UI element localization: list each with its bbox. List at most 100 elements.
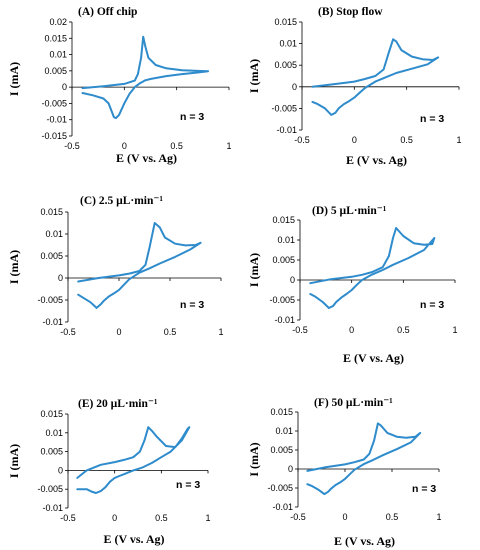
x-tick-label: -0.5 — [64, 141, 80, 151]
y-tick-label: -0.005 — [269, 295, 295, 305]
y-tick-label: 0.01 — [279, 39, 297, 49]
y-tick-label: 0.01 — [45, 229, 63, 239]
y-tick-label: 0 — [58, 465, 63, 475]
panel-title: (C) 2.5 µL·min⁻¹ — [80, 195, 163, 207]
y-tick-label: -0.01 — [274, 315, 295, 325]
x-tick-label: 0 — [342, 512, 347, 522]
x-axis-title: E (V vs. Ag) — [103, 532, 164, 546]
x-tick-label: 0.5 — [155, 513, 168, 523]
x-tick-label: 0.5 — [164, 327, 177, 337]
x-tick-label: 1 — [205, 513, 210, 523]
n-annotation: n = 3 — [420, 113, 444, 125]
n-annotation: n = 3 — [180, 111, 204, 123]
y-axis-title: I (mA) — [7, 250, 21, 284]
y-tick-label: -0.01 — [276, 125, 297, 135]
x-tick-label: 1 — [452, 325, 457, 335]
x-tick-label: 1 — [218, 327, 223, 337]
y-tick-label: -0.005 — [271, 103, 297, 113]
y-tick-label: 0.02 — [49, 17, 67, 27]
panel-e: -0.01 -0.005 0 0.005 0.01 0.015 -0.5 0 0.5 1 (E) 2… — [0, 375, 240, 550]
y-tick-label: 0.01 — [275, 426, 293, 436]
n-annotation: n = 3 — [412, 483, 436, 495]
x-tick-label: 0.5 — [170, 141, 183, 151]
x-tick-label: 0 — [122, 141, 127, 151]
panel-title: (F) 50 µL·min⁻¹ — [314, 397, 393, 409]
chart-svg: -0.01 -0.005 0 0.005 0.01 0.015 -0.5 0 0.5 1 (B) S… — [247, 6, 462, 167]
panel-c: -0.01 -0.005 0 0.005 0.01 0.015 -0.5 0 0.5 1 (C) 2… — [0, 190, 240, 370]
x-tick-label: 0 — [112, 513, 117, 523]
x-axis-title: E (V vs. Ag) — [334, 534, 395, 548]
y-tick-label: 0.01 — [277, 235, 295, 245]
x-tick-label: 1 — [456, 135, 461, 145]
y-tick-label: 0.005 — [40, 251, 63, 261]
y-tick-label: 0.005 — [270, 445, 293, 455]
y-tick-label: 0.015 — [44, 33, 67, 43]
y-axis-title: I (mA) — [247, 59, 261, 93]
y-tick-label: 0.015 — [40, 207, 63, 217]
y-axis-title: I (mA) — [247, 253, 261, 287]
y-tick-label: 0 — [290, 275, 295, 285]
y-tick-label: -0.01 — [272, 502, 293, 512]
y-tick-label: 0 — [288, 464, 293, 474]
panel-b: -0.01 -0.005 0 0.005 0.01 0.015 -0.5 0 0.5 1 (B) S… — [240, 0, 480, 170]
y-tick-label: 0 — [292, 82, 297, 92]
y-tick-label: -0.01 — [42, 503, 63, 513]
y-tick-label: 0.015 — [272, 215, 295, 225]
voltammogram-line — [77, 222, 202, 309]
x-tick-label: -0.5 — [290, 512, 306, 522]
x-tick-label: 0 — [352, 135, 357, 145]
y-tick-label: -0.005 — [41, 98, 67, 108]
x-tick-label: 0 — [349, 325, 354, 335]
panel-f: -0.01 -0.005 0 0.005 0.01 0.015 -0.5 0 0.5 1 (F) 5… — [240, 375, 480, 550]
y-tick-label: 0.01 — [45, 428, 63, 438]
n-annotation: n = 3 — [176, 479, 200, 491]
y-tick-label: -0.01 — [42, 317, 63, 327]
y-tick-label: -0.005 — [267, 483, 293, 493]
voltammogram-line — [311, 38, 440, 116]
y-tick-label: 0.01 — [49, 50, 67, 60]
y-axis-title: I (mA) — [7, 444, 21, 478]
x-tick-label: -0.5 — [294, 135, 310, 145]
chart-svg: -0.01 -0.005 0 0.005 0.01 0.015 -0.5 0 0.5 1 (C) 2… — [7, 195, 224, 337]
voltammogram-line — [76, 426, 191, 494]
x-tick-label: 0.5 — [400, 135, 413, 145]
y-tick-label: -0.005 — [37, 295, 63, 305]
y-tick-label: 0.015 — [40, 409, 63, 419]
chart-svg: -0.01 -0.005 0 0.005 0.01 0.015 -0.5 0 0.5 1 (D) 5… — [247, 205, 458, 365]
y-tick-label: 0.005 — [272, 255, 295, 265]
y-tick-label: 0.015 — [270, 407, 293, 417]
y-tick-label: -0.01 — [46, 115, 67, 125]
x-tick-label: 0.5 — [386, 512, 399, 522]
y-axis-title: I (mA) — [7, 62, 21, 96]
x-tick-label: -0.5 — [60, 327, 76, 337]
panel-d: -0.01 -0.005 0 0.005 0.01 0.015 -0.5 0 0.5 1 (D) 5… — [240, 190, 480, 370]
panel-title: (B) Stop flow — [318, 6, 383, 18]
x-tick-label: 0 — [116, 327, 121, 337]
x-tick-label: -0.5 — [60, 513, 76, 523]
voltammogram-line — [306, 422, 422, 496]
y-tick-label: 0.015 — [274, 17, 297, 27]
chart-svg: -0.015 -0.01 -0.005 0 0.005 0.01 0.015 0.02 -0.5… — [7, 6, 232, 165]
x-axis-title: E (V vs. Ag) — [343, 351, 404, 365]
panel-title: (D) 5 µL·min⁻¹ — [312, 205, 386, 217]
y-tick-label: 0.005 — [40, 447, 63, 457]
x-tick-label: 1 — [226, 141, 231, 151]
y-tick-label: 0 — [62, 82, 67, 92]
panel-title: (A) Off chip — [78, 6, 137, 18]
chart-svg: -0.01 -0.005 0 0.005 0.01 0.015 -0.5 0 0.5 1 (F) 5… — [247, 397, 442, 548]
y-tick-label: -0.005 — [37, 484, 63, 494]
panel-a: -0.015 -0.01 -0.005 0 0.005 0.01 0.015 0.02 -0.5… — [0, 0, 240, 170]
x-tick-label: -0.5 — [292, 325, 308, 335]
voltammogram-line — [309, 227, 436, 309]
y-tick-label: -0.015 — [41, 131, 67, 141]
y-tick-label: 0.005 — [274, 60, 297, 70]
y-axis-title: I (mA) — [247, 442, 261, 476]
chart-svg: -0.01 -0.005 0 0.005 0.01 0.015 -0.5 0 0.5 1 (E) 2… — [7, 398, 211, 546]
n-annotation: n = 3 — [180, 299, 204, 311]
voltammogram-line — [81, 35, 210, 120]
y-tick-label: 0.005 — [44, 66, 67, 76]
x-tick-label: 0.5 — [397, 325, 410, 335]
n-annotation: n = 3 — [420, 299, 444, 311]
y-tick-label: 0 — [58, 273, 63, 283]
